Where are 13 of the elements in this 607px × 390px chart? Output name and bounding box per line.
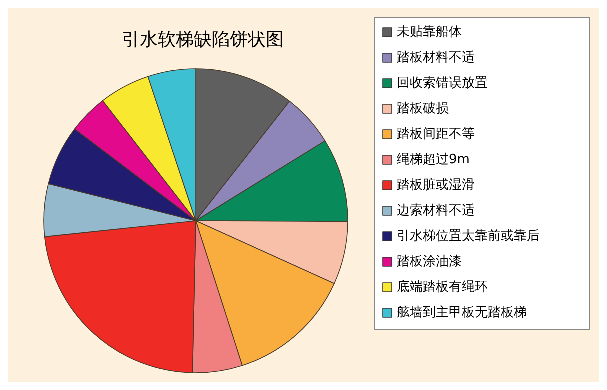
- text: 引水软梯缺陷饼状图: [122, 30, 284, 50]
- legend-label: 踏板间距不等: [397, 127, 475, 142]
- legend-label: 舷墙到主甲板无踏板梯: [397, 304, 527, 320]
- legend-label: 踏板脏或湿滑: [397, 178, 475, 193]
- legend-label: 未贴靠船体: [397, 25, 462, 40]
- legend-label: 边索材料不适: [397, 204, 475, 218]
- legend-label: 底端踏板有绳环: [397, 280, 488, 295]
- legend-label: 引水梯位置太靠前或靠后: [397, 229, 540, 244]
- legend-label: 踏板材料不适: [397, 50, 475, 66]
- legend-label: 踏板涂油漆: [397, 254, 462, 270]
- legend-label: 回收索错误放置: [397, 76, 488, 91]
- legend-label: 踏板破损: [397, 102, 449, 116]
- legend-label: 绳梯超过9m: [397, 152, 470, 168]
